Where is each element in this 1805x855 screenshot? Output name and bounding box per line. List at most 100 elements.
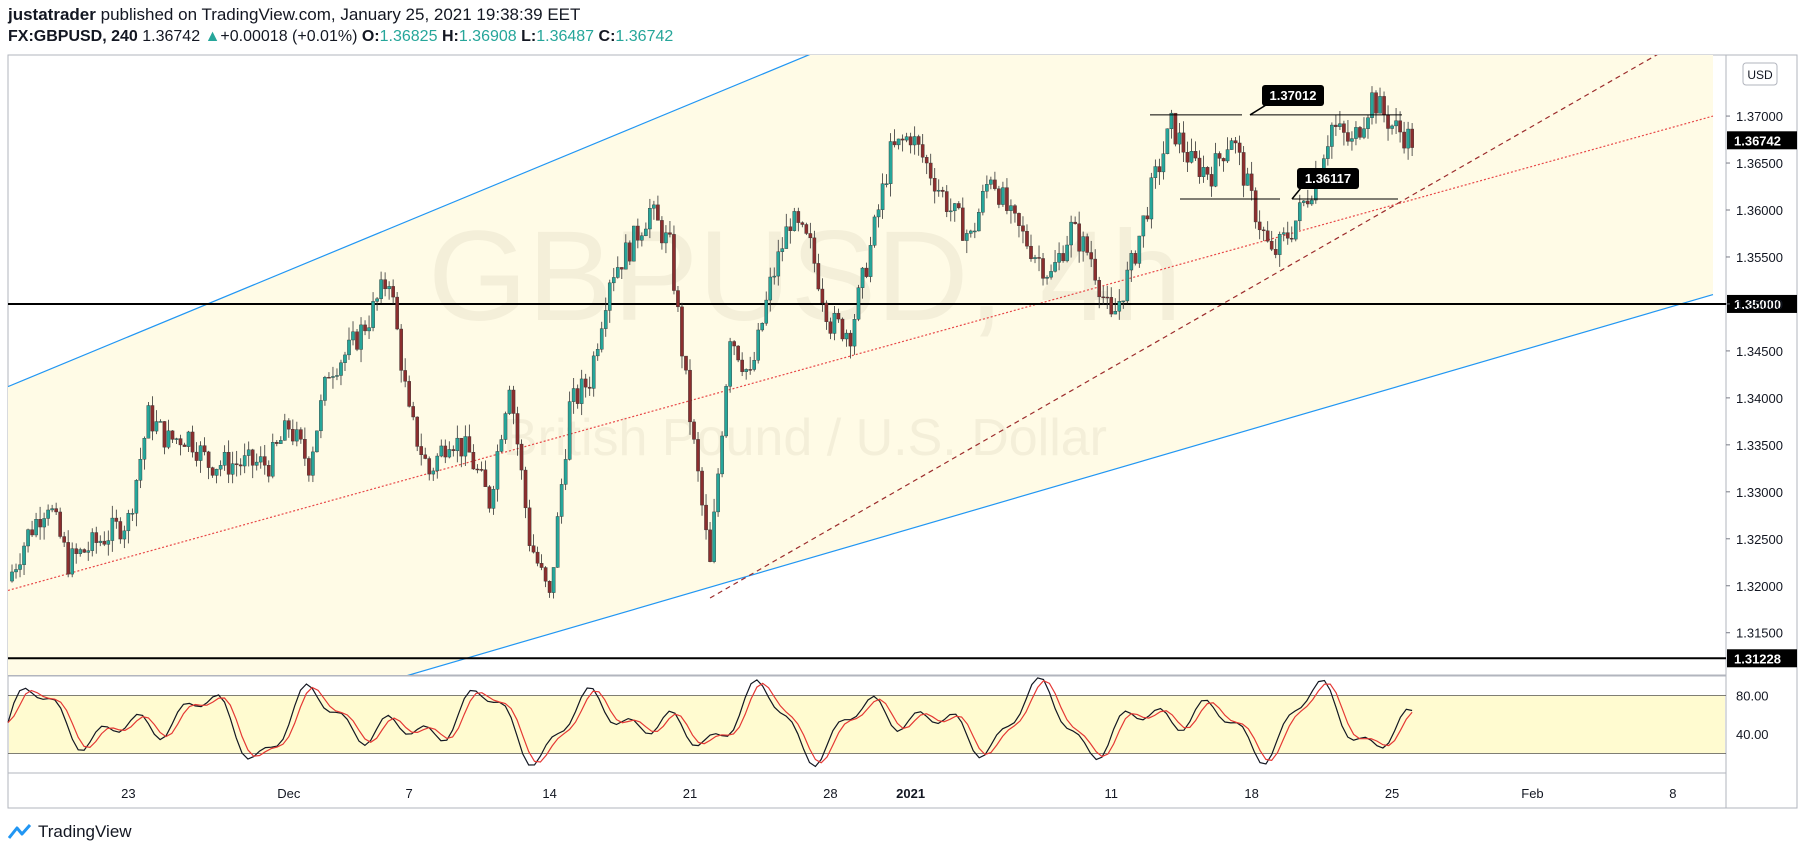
candle-body <box>700 470 704 506</box>
candles-layer <box>10 86 1414 599</box>
candle <box>852 313 857 355</box>
candle-body <box>876 209 881 218</box>
candle-body <box>291 428 295 442</box>
candle <box>973 222 977 239</box>
candle <box>122 525 127 549</box>
candle <box>154 410 159 435</box>
candle <box>435 453 440 479</box>
candle <box>246 441 251 467</box>
candle-body <box>387 286 391 290</box>
author-name[interactable]: justatrader <box>8 5 96 24</box>
candle-body <box>788 226 793 231</box>
candle <box>343 351 347 372</box>
candle-body <box>258 456 263 463</box>
candle-body <box>1029 245 1033 260</box>
candle-body <box>1297 202 1302 222</box>
candle <box>952 203 957 222</box>
candle <box>1281 227 1286 242</box>
time-axis-pane <box>7 772 1727 809</box>
candle-body <box>1398 120 1402 133</box>
candle-body <box>519 443 524 471</box>
tradingview-logo[interactable]: TradingView <box>8 822 132 842</box>
candle-body <box>411 406 415 418</box>
candle-body <box>644 228 648 236</box>
candle-body <box>515 413 520 445</box>
price-axis-pane <box>1725 54 1798 809</box>
candle <box>1265 221 1270 243</box>
candle-body <box>688 369 692 423</box>
candle-body <box>178 438 183 446</box>
candle-body <box>70 548 74 575</box>
candle-body <box>1165 128 1170 155</box>
candle <box>1398 111 1402 143</box>
candle-body <box>210 467 215 476</box>
candle-body <box>1037 257 1041 259</box>
candle <box>1041 252 1045 286</box>
last-price: 1.36742 <box>142 28 201 45</box>
candle <box>511 385 516 425</box>
candle <box>194 442 199 467</box>
candle-body <box>467 436 472 453</box>
candle <box>896 138 901 150</box>
candle <box>1338 110 1342 130</box>
candle <box>563 449 568 491</box>
candle-body <box>62 536 66 543</box>
candle <box>1253 187 1258 229</box>
low-value: 1.36487 <box>536 28 595 45</box>
candle-body <box>1157 166 1162 173</box>
candle <box>644 222 648 237</box>
candle-body <box>740 359 744 372</box>
candle-body <box>965 233 969 241</box>
candle <box>1193 141 1198 161</box>
candle <box>591 351 596 397</box>
candle-body <box>1241 152 1246 186</box>
candle <box>186 430 191 452</box>
candle-body <box>367 327 371 332</box>
candle-body <box>343 354 347 363</box>
candle-body <box>1057 253 1061 263</box>
candle-body <box>1221 158 1226 162</box>
candle <box>587 376 592 396</box>
candle <box>319 394 323 439</box>
candle-body <box>106 540 111 545</box>
candle-body <box>295 429 299 442</box>
candle-body <box>800 222 805 225</box>
candle <box>74 543 78 564</box>
candle <box>1289 226 1294 243</box>
candle-body <box>591 355 596 389</box>
symbol-label[interactable]: FX:GBPUSD, 240 <box>8 28 138 45</box>
candle <box>539 554 544 571</box>
candle-body <box>1069 221 1073 246</box>
price-tick-label: 1.35000 <box>1736 297 1783 312</box>
candle-body <box>339 362 343 376</box>
candle <box>700 467 704 516</box>
candle-body <box>122 530 127 540</box>
candle-body <box>182 444 187 447</box>
candle <box>391 279 395 305</box>
candle-body <box>1193 151 1198 159</box>
candle <box>1117 289 1122 320</box>
candle-body <box>961 207 965 241</box>
candle <box>624 234 628 270</box>
candle-body <box>499 439 504 452</box>
candle-body <box>1245 173 1250 186</box>
chart-canvas[interactable]: GBPUSD, 4h British Pound / U.S. Dollar 1… <box>0 0 1805 815</box>
candle-body <box>274 442 279 444</box>
candle <box>800 221 805 228</box>
close-label: C: <box>598 28 616 45</box>
candle-body <box>523 469 528 509</box>
candle-body <box>664 232 668 244</box>
candle <box>1209 166 1214 197</box>
candle <box>1053 249 1057 273</box>
candle <box>760 322 765 332</box>
candle <box>692 419 696 444</box>
candle <box>956 201 961 210</box>
candle-body <box>26 529 30 547</box>
candle-body <box>1209 174 1214 187</box>
currency-badge <box>1742 62 1778 86</box>
candle-body <box>680 306 684 357</box>
candle-body <box>242 455 247 467</box>
candle <box>130 508 135 522</box>
price-tick-label: 1.37000 <box>1736 109 1783 124</box>
date-tick-label: 11 <box>1104 786 1118 801</box>
